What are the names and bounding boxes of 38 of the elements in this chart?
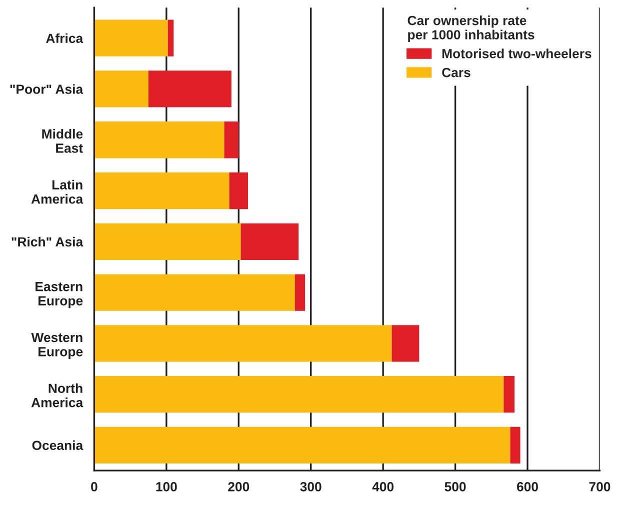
x-tick-label: 0 [91, 482, 98, 492]
x-tick-label: 500 [444, 482, 466, 492]
bar [504, 376, 515, 413]
x-tick-label: 100 [156, 482, 177, 492]
x-tick-label: 600 [516, 482, 538, 492]
y-tick-label: "Poor" Asia [10, 84, 84, 94]
bar [240, 223, 299, 260]
x-tick-label: 400 [372, 482, 394, 492]
bar [229, 172, 248, 210]
bar [94, 20, 168, 56]
y-tick-label: Oceania [32, 440, 84, 450]
bar [148, 70, 232, 108]
y-tick-label: Western Europe [31, 332, 83, 359]
x-tick-label: 700 [589, 482, 610, 492]
legend-title: Car ownership rate per 1000 inhabitants [408, 16, 534, 42]
bar [224, 122, 239, 158]
y-tick-label: Middle East [42, 128, 83, 153]
bar [94, 70, 148, 108]
x-tick-label: 200 [228, 482, 250, 492]
bar [94, 426, 510, 464]
bar [94, 376, 504, 413]
y-tick-label: "Rich" Asia [12, 236, 84, 247]
y-tick-label: Africa [46, 33, 84, 44]
bar [510, 426, 520, 464]
bar [94, 325, 392, 362]
bar [294, 274, 306, 311]
y-tick-label: Eastern Europe [36, 282, 83, 308]
bar [168, 20, 174, 56]
bar [94, 223, 241, 260]
legend-label: Motorised two-wheelers [442, 48, 592, 58]
bar [94, 122, 224, 158]
y-tick-label: Latin America [31, 180, 84, 204]
y-tick-label: North America [31, 383, 84, 408]
bar [94, 274, 295, 311]
bar [94, 172, 230, 210]
x-tick-label: 300 [300, 482, 322, 492]
bar [392, 325, 420, 362]
legend-label: Cars [442, 68, 470, 78]
